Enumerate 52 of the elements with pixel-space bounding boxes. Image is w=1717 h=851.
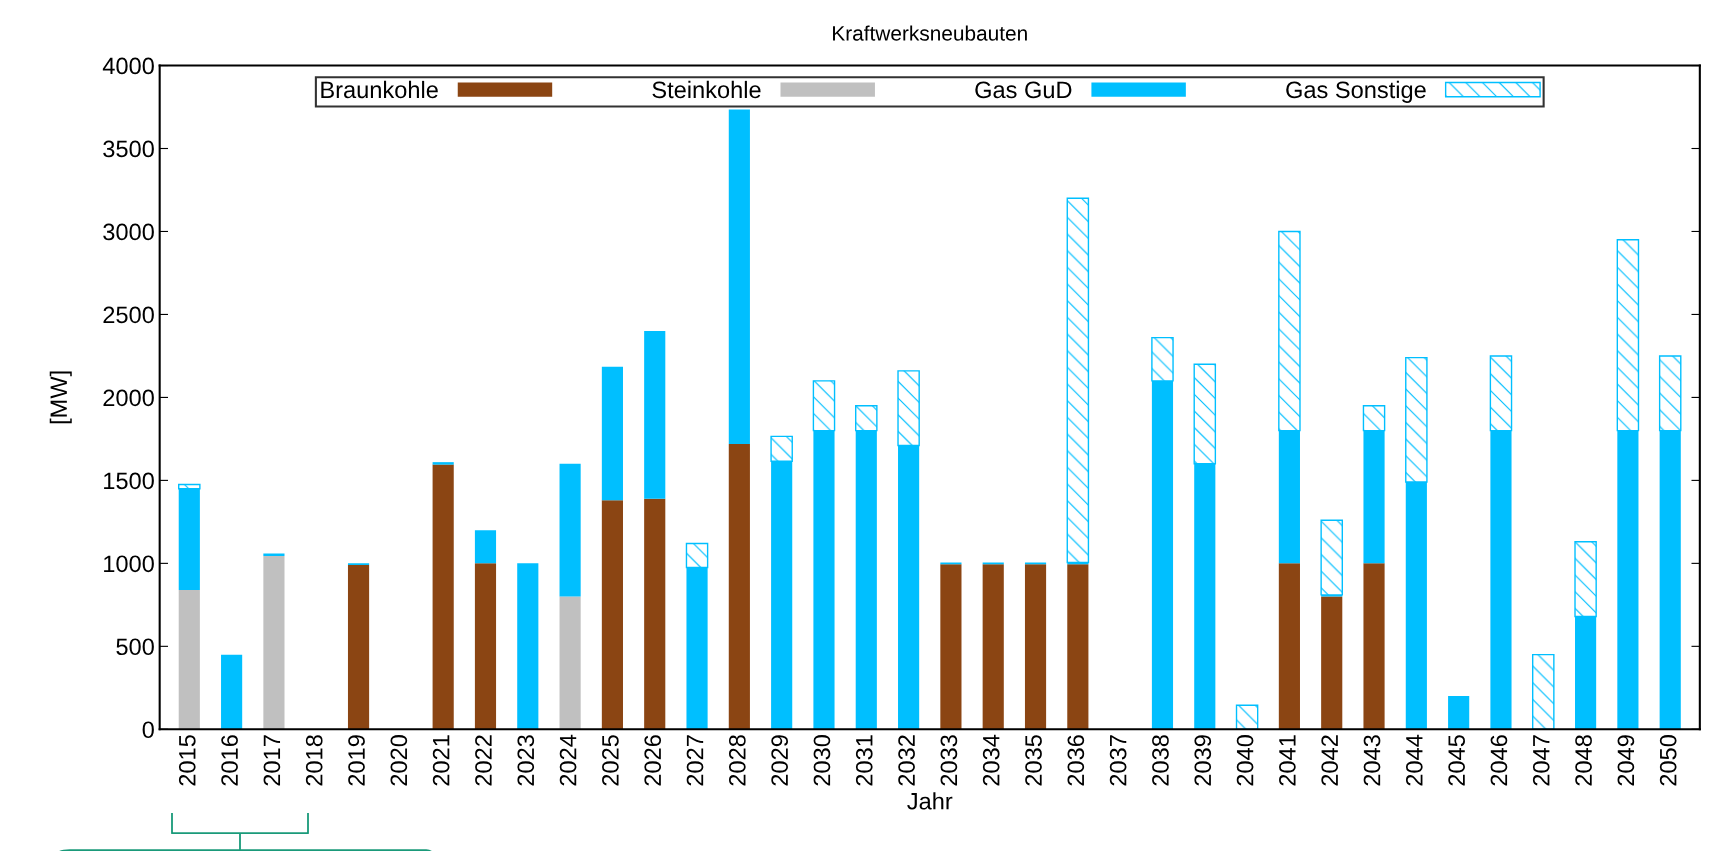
x-tick-label: 2026 <box>644 735 662 786</box>
x-tick-label: 2048 <box>1575 735 1592 786</box>
x-tick-label: 2050 <box>1659 735 1677 786</box>
x-tick-label: 2034 <box>982 734 1000 786</box>
x-tick-label: 2019 <box>348 735 365 786</box>
x-tick-label: 2021 <box>432 735 450 786</box>
y-tick-label: 4000 <box>102 57 154 75</box>
legend-label: Braunkohle <box>321 80 438 99</box>
x-tick-label: 2039 <box>1194 735 1212 786</box>
x-tick-label: 2035 <box>1025 735 1042 786</box>
x-tick-label: 2025 <box>602 735 619 786</box>
x-tick-label: 2018 <box>305 735 323 786</box>
x-tick-label: 2030 <box>813 735 831 786</box>
x-tick-label: 2023 <box>517 735 535 786</box>
legend-label: Gas Sonstige <box>1286 80 1426 103</box>
y-tick-label: 2000 <box>103 389 154 407</box>
x-tick-label: 2036 <box>1067 735 1085 786</box>
legend-label: Steinkohle <box>652 80 761 99</box>
x-tick-label: 2040 <box>1236 735 1254 786</box>
y-tick-label: 2500 <box>103 306 154 324</box>
y-tick-label: 3500 <box>103 140 154 158</box>
x-tick-label: 2037 <box>1109 735 1127 786</box>
x-tick-label: 2041 <box>1279 735 1296 786</box>
y-tick-label: 3000 <box>103 223 154 241</box>
x-tick-label: 2042 <box>1321 735 1339 786</box>
x-tick-label: 2046 <box>1490 735 1508 786</box>
x-tick-label: 2015 <box>178 735 196 786</box>
y-tick-label: 500 <box>116 638 154 656</box>
x-tick-label: 2022 <box>475 735 492 786</box>
x-tick-label: 2045 <box>1448 735 1465 786</box>
x-tick-label: 2028 <box>728 735 746 786</box>
x-tick-label: 2017 <box>263 735 281 786</box>
x-tick-label: 2020 <box>390 735 408 786</box>
x-tick-label: 2016 <box>221 735 238 786</box>
y-tick-label: 0 <box>142 721 154 739</box>
x-axis-title: Jahr <box>907 792 953 810</box>
chart-title: Kraftwerksneubauten <box>833 25 1027 41</box>
x-tick-label: 2024 <box>559 734 577 786</box>
x-tick-label: 2043 <box>1363 735 1381 786</box>
x-tick-label: 2027 <box>686 735 704 786</box>
x-tick-label: 2038 <box>1152 735 1169 786</box>
x-tick-label: 2044 <box>1405 734 1423 786</box>
y-tick-label: 1500 <box>104 472 154 490</box>
x-tick-label: 2032 <box>898 735 915 786</box>
x-tick-label: 2049 <box>1617 735 1635 786</box>
y-axis-title: [MW] <box>49 371 72 424</box>
x-tick-label: 2029 <box>771 735 788 786</box>
x-tick-label: 2047 <box>1532 735 1550 786</box>
y-tick-label: 1000 <box>104 555 154 573</box>
legend-label: Gas GuD <box>975 81 1072 99</box>
x-tick-label: 2033 <box>940 735 958 786</box>
x-tick-label: 2031 <box>855 735 873 786</box>
